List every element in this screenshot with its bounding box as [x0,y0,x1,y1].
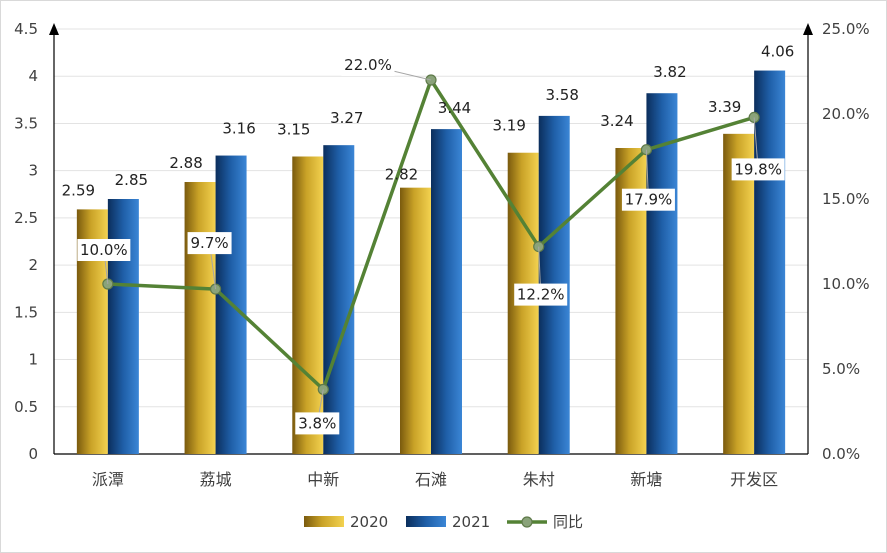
yoy-label: 12.2% [517,286,565,304]
y-tick-label: 4.5 [14,20,38,38]
legend-swatch-2020 [304,516,344,527]
yoy-label-box [731,158,785,181]
yoy-label-box [341,54,395,76]
bar-2021-label: 4.06 [761,43,794,61]
bar-2020-label: 2.88 [169,154,202,172]
axes: 0 0.5 1 1.5 2 2.5 3 3.5 4 4.5 0.0% 5.0% 10.0% 15.0% 20… [14,20,870,489]
bar-2021 [107,199,139,454]
bar-2021-label: 3.27 [330,109,363,127]
bar-2021 [431,129,462,454]
y-tick-label: 3 [28,162,38,180]
legend-swatch-yoy-marker [521,516,533,528]
legend-label-2020: 2020 [350,513,388,531]
bar-2021 [646,93,678,454]
bar-2020 [292,156,324,454]
y2-tick-label: 0.0% [822,445,860,463]
yoy-label-box [621,188,675,211]
yoy-label-box [187,232,232,255]
yoy-label: 9.7% [191,234,229,252]
x-tick-label: 朱村 [523,470,555,489]
y2-tick-label: 15.0% [822,190,870,208]
bar-2020-label: 2.82 [385,166,418,184]
legend-label-yoy: 同比 [553,513,583,531]
y2-tick-label: 10.0% [822,275,870,293]
legend-swatch-2021 [406,516,446,527]
yoy-label-box [514,283,568,306]
x-tick-label: 新塘 [630,470,662,489]
y2-axis-arrow [803,23,813,35]
bar-2020-label: 3.19 [493,117,526,135]
legend-label-2021: 2021 [452,513,490,531]
bar-2021 [754,70,786,455]
bar-2021-label: 3.58 [546,86,579,104]
bar-2021-label: 2.85 [115,171,148,189]
bar-2021-label: 3.44 [438,99,471,117]
y-tick-label: 1.5 [14,303,38,321]
y-tick-label: 2 [28,256,38,274]
y-tick-label: 1 [28,351,38,369]
x-tick-label: 开发区 [730,470,778,489]
y-tick-label: 4 [28,67,38,85]
y2-tick-label: 5.0% [822,360,860,378]
bar-2020-label: 3.24 [600,112,633,130]
x-tick-label: 荔城 [200,470,232,489]
yoy-label: 17.9% [625,191,673,209]
x-tick-label: 派潭 [92,470,124,489]
yoy-label: 22.0% [344,56,392,74]
bars [76,70,786,455]
x-tick-label: 中新 [307,470,339,489]
y-axis-arrow [49,23,59,35]
y-tick-label: 0 [28,445,38,463]
x-tick-label: 石滩 [415,470,447,489]
bar-2020 [400,187,431,454]
yoy-label: 10.0% [80,241,128,259]
yoy-label: 3.8% [298,414,336,432]
yoy-label-box [77,239,131,261]
bar-2021-label: 3.16 [222,120,255,138]
bar-2021-label: 3.82 [653,63,686,81]
y-tick-label: 3.5 [14,114,38,132]
y-tick-label: 2.5 [14,209,38,227]
bar-2020-label: 2.59 [62,181,95,199]
bar-2021 [323,145,355,454]
bar-2020 [184,182,216,454]
y-tick-label: 0.5 [14,398,38,416]
legend: 2020 2021 同比 [304,513,583,531]
bar-2020-label: 3.15 [277,121,310,139]
bar-2020 [723,133,755,455]
yoy-label: 19.8% [734,160,782,178]
y2-tick-label: 20.0% [822,105,870,123]
data-labels: 2.59 2.85 2.88 3.16 3.15 3.27 2.82 3.44 3.19 3.58… [62,43,794,435]
yoy-label-box [295,412,340,435]
y2-tick-label: 25.0% [822,20,870,38]
bar-2020-label: 3.39 [708,98,741,116]
